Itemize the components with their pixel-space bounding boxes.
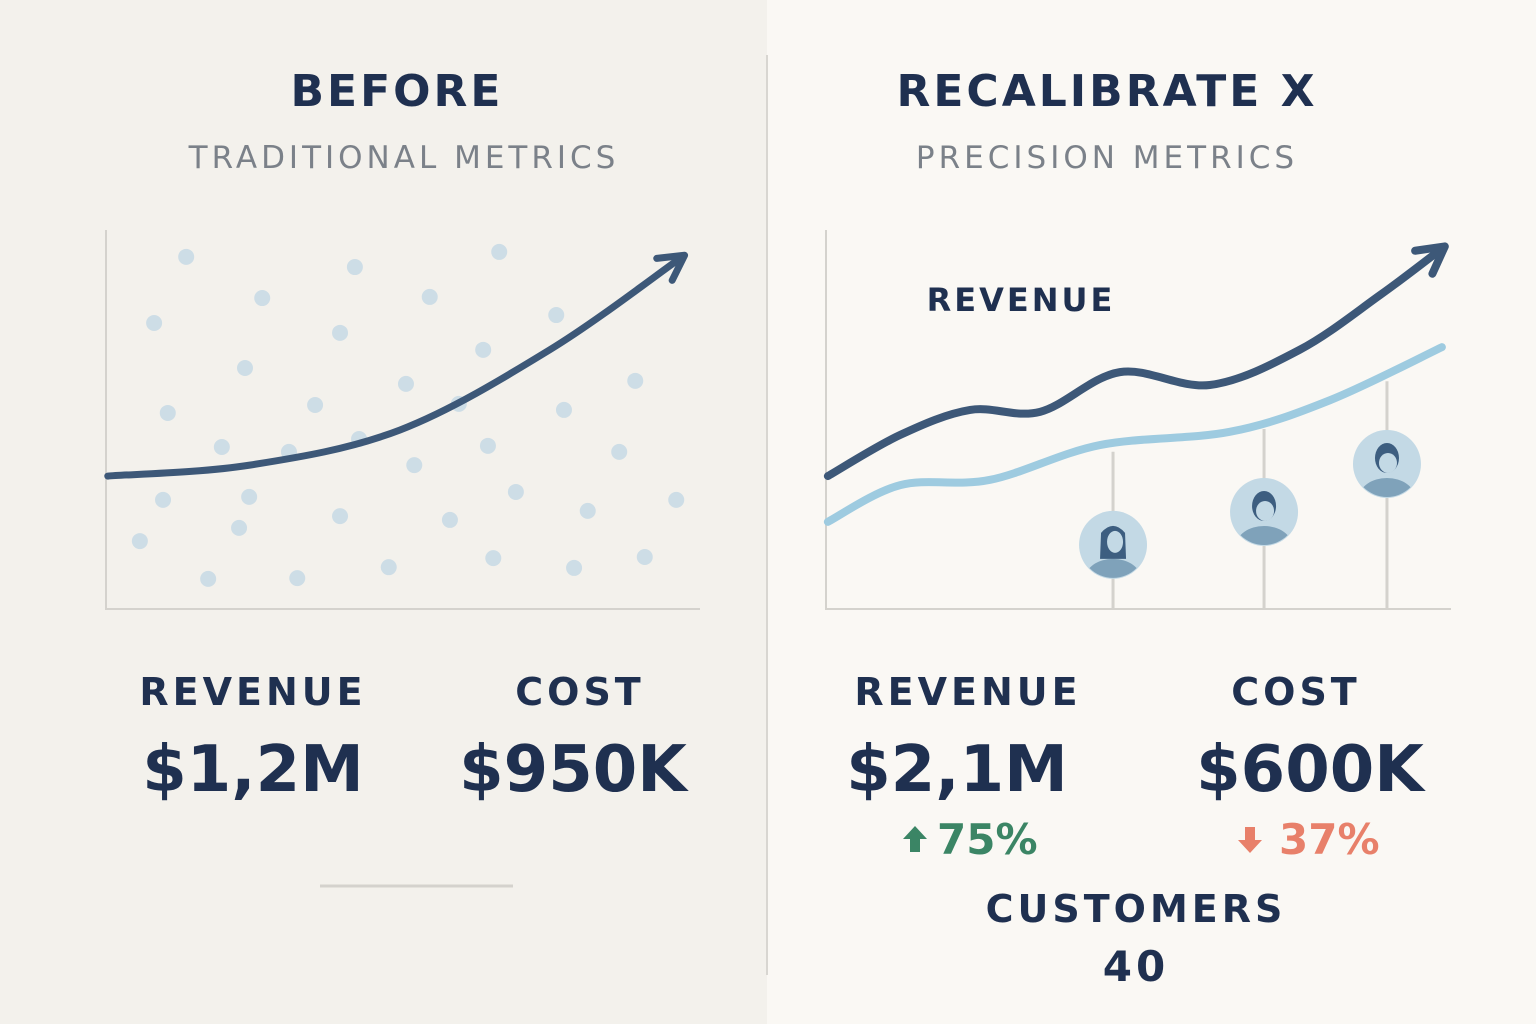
after-subtitle: PRECISION METRICS xyxy=(916,140,1298,176)
revenue-change: 75% xyxy=(937,815,1038,864)
scatter-point xyxy=(289,570,306,587)
scatter-point xyxy=(475,341,492,358)
scatter-point xyxy=(579,502,596,519)
scatter-point xyxy=(636,548,653,565)
scatter-point xyxy=(332,324,349,341)
scatter-point xyxy=(668,491,685,508)
scatter-point xyxy=(146,314,163,331)
after-revenue-label: REVENUE xyxy=(854,670,1081,714)
scatter-point xyxy=(611,443,628,460)
chart-series-label: REVENUE xyxy=(927,281,1116,319)
before-chart xyxy=(104,230,700,610)
scatter-point xyxy=(236,359,253,376)
arrow-down-icon xyxy=(1238,827,1262,853)
customer-avatar-icon xyxy=(1079,510,1148,579)
scatter-point xyxy=(479,437,496,454)
scatter-point xyxy=(231,519,248,536)
after-title: RECALIBRATE X xyxy=(896,66,1317,117)
after-cost-label: COST xyxy=(1231,670,1360,714)
revenue-line xyxy=(823,246,1445,481)
scatter-point xyxy=(241,488,258,505)
scatter-point xyxy=(421,288,438,305)
scatter-point xyxy=(397,375,414,392)
before-cost-label: COST xyxy=(515,670,644,714)
scatter-point xyxy=(213,438,230,455)
after-panel xyxy=(767,0,1536,1024)
before-cost-value: $950K xyxy=(459,733,689,807)
scatter-point xyxy=(406,457,423,474)
after-cost-value: $600K xyxy=(1196,733,1426,807)
customer-avatar-icon xyxy=(1352,429,1421,498)
arrow-up-icon xyxy=(903,826,927,852)
arrow-head-icon xyxy=(653,251,689,284)
customers-value: 40 xyxy=(1103,942,1169,991)
scatter-point xyxy=(254,290,271,307)
arrow-head-icon xyxy=(1411,242,1449,278)
scatter-point xyxy=(566,559,583,576)
scatter-point xyxy=(200,570,217,587)
before-panel xyxy=(0,0,767,1024)
scatter-point xyxy=(159,404,176,421)
customer-avatar-icon xyxy=(1230,477,1299,546)
trend-line xyxy=(104,256,682,480)
cost-change: 37% xyxy=(1279,815,1380,864)
scatter-point xyxy=(441,511,458,528)
scatter-point xyxy=(178,248,195,265)
scatter-point xyxy=(155,491,172,508)
scatter-point xyxy=(346,259,363,276)
scatter-point xyxy=(485,550,502,567)
after-chart: REVENUE xyxy=(823,230,1451,610)
scatter-point xyxy=(507,483,524,500)
scatter-point xyxy=(555,401,572,418)
scatter-point xyxy=(491,243,508,260)
scatter-point xyxy=(627,372,644,389)
before-revenue-value: $1,2M xyxy=(142,733,364,807)
customers-label: CUSTOMERS xyxy=(986,887,1287,931)
scatter-point xyxy=(307,397,324,414)
before-subtitle: TRADITIONAL METRICS xyxy=(188,140,620,176)
scatter-point xyxy=(548,307,565,324)
before-revenue-label: REVENUE xyxy=(139,670,366,714)
scatter-point xyxy=(380,559,397,576)
secondary-line xyxy=(823,343,1446,526)
before-title: BEFORE xyxy=(291,66,504,117)
after-revenue-value: $2,1M xyxy=(846,733,1068,807)
scatter-point xyxy=(332,508,349,525)
scatter-point xyxy=(131,533,148,550)
